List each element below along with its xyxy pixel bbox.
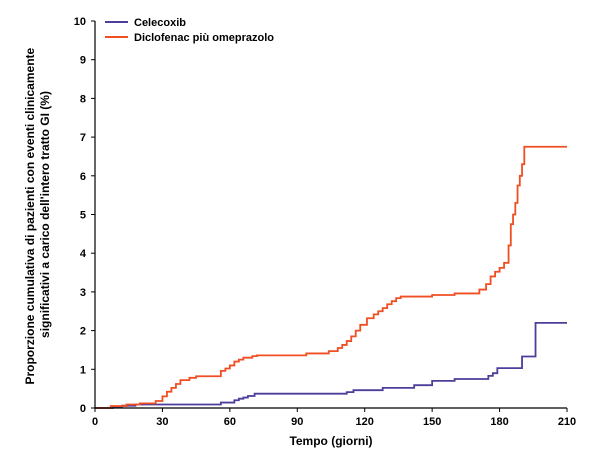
y-axis-title: Proporzione cumulativa di pazienti con e… <box>23 44 52 384</box>
x-tick-label: 180 <box>490 416 508 428</box>
series-line-diclofenac-omeprazolo <box>95 145 567 409</box>
y-axis-title-line-2: significativi a carico dell'intero tratt… <box>38 91 52 338</box>
series-line-celecoxib <box>95 321 567 409</box>
x-tick-label: 90 <box>291 416 303 428</box>
y-tick-label: 3 <box>80 287 86 299</box>
y-tick-label: 4 <box>80 248 87 260</box>
x-tick-label: 150 <box>423 416 441 428</box>
y-tick-label: 5 <box>80 210 86 222</box>
axes-layer <box>94 21 567 409</box>
x-tick-label: 0 <box>92 416 98 428</box>
x-tick-label: 120 <box>356 416 374 428</box>
legend: Celecoxib Diclofenac più omeprazolo <box>105 17 274 44</box>
y-tick-label: 8 <box>80 93 86 105</box>
series-layer <box>95 145 567 409</box>
legend-label: Celecoxib <box>134 17 186 29</box>
x-tick-label: 60 <box>224 416 236 428</box>
x-tick-label: 210 <box>558 416 576 428</box>
y-axis-title-line-1: Proporzione cumulativa di pazienti con e… <box>23 47 37 384</box>
legend-item: Diclofenac più omeprazolo <box>105 32 274 44</box>
legend-label: Diclofenac più omeprazolo <box>134 32 274 44</box>
y-tick-label: 1 <box>80 364 86 376</box>
y-tick-label: 10 <box>74 16 86 28</box>
y-tick-label: 9 <box>80 55 86 67</box>
y-tick-labels: 0 1 2 3 4 5 6 7 8 9 10 <box>74 16 95 415</box>
y-tick-label: 2 <box>80 326 86 338</box>
x-tick-labels: 0 30 60 90 120 150 180 210 <box>92 408 576 428</box>
x-tick-label: 30 <box>156 416 168 428</box>
legend-item: Celecoxib <box>105 17 186 29</box>
x-axis-title: Tempo (giorni) <box>289 434 372 448</box>
y-tick-label: 0 <box>80 403 86 415</box>
y-tick-label: 7 <box>80 132 86 144</box>
y-tick-label: 6 <box>80 171 86 183</box>
